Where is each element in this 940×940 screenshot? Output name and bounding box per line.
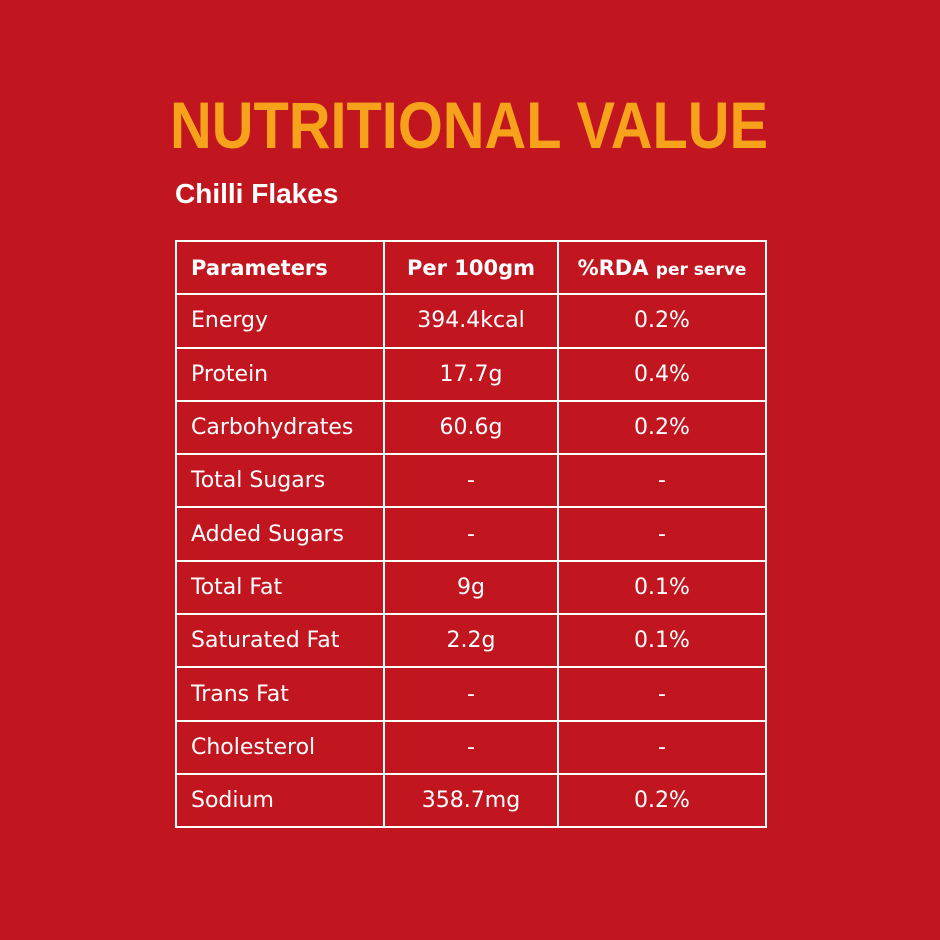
table-cell: 0.2% <box>557 399 767 456</box>
header-cell: %RDA per serve <box>557 239 767 296</box>
table-row: Total Fat 9g 0.1% <box>175 559 767 616</box>
table-cell: Added Sugars <box>175 506 385 562</box>
table-cell: Saturated Fat <box>175 613 385 669</box>
header-note: per serve <box>655 259 747 280</box>
table-row: Cholesterol - - <box>175 719 767 775</box>
table-cell: 0.2% <box>557 772 767 829</box>
table-cell: - <box>557 666 767 722</box>
table-row: Sodium 358.7mg 0.2% <box>175 772 767 829</box>
table-cell: 0.1% <box>557 613 767 669</box>
subtitle: Chilli Flakes <box>175 178 339 209</box>
table-row: Trans Fat - - <box>175 666 767 722</box>
table-cell: - <box>557 719 767 775</box>
table-row: Total Sugars - - <box>175 453 767 509</box>
table-cell: Cholesterol <box>175 719 385 775</box>
table-row: Carbohydrates 60.6g 0.2% <box>175 399 767 456</box>
table-row: Energy 394.4kcal 0.2% <box>175 293 767 349</box>
table-cell: - <box>383 506 559 562</box>
table-cell: - <box>383 453 559 509</box>
nutrition-table: Parameters Per 100gm %RDA per serve Energy 3… <box>175 239 767 829</box>
table-cell: - <box>383 666 559 722</box>
table-cell: Sodium <box>175 772 385 829</box>
table-cell: 60.6g <box>383 399 559 456</box>
table-cell: Total Sugars <box>175 453 385 509</box>
table-row: Protein 17.7g 0.4% <box>175 346 767 402</box>
table-cell: 0.1% <box>557 559 767 616</box>
table-cell: 0.2% <box>557 293 767 349</box>
table-cell: Energy <box>175 293 385 349</box>
table-cell: Carbohydrates <box>175 399 385 456</box>
table-cell: - <box>557 506 767 562</box>
table-cell: 0.4% <box>557 346 767 402</box>
header-row: Parameters Per 100gm %RDA per serve <box>175 239 767 296</box>
header-main: %RDA <box>577 255 649 280</box>
table-cell: 17.7g <box>383 346 559 402</box>
table-cell: Protein <box>175 346 385 402</box>
table-cell: 9g <box>383 559 559 616</box>
header-cell: Per 100gm <box>383 239 559 296</box>
table-cell: 2.2g <box>383 613 559 669</box>
table-row: Saturated Fat 2.2g 0.1% <box>175 613 767 669</box>
table-cell: 394.4kcal <box>383 293 559 349</box>
title-box: NUTRITIONAL VALUE <box>170 88 768 162</box>
table-cell: - <box>383 719 559 775</box>
table-cell: Total Fat <box>175 559 385 616</box>
table-cell: Trans Fat <box>175 666 385 722</box>
title: NUTRITIONAL VALUE <box>170 88 768 162</box>
header-cell: Parameters <box>175 239 385 296</box>
table-cell: 358.7mg <box>383 772 559 829</box>
table-row: Added Sugars - - <box>175 506 767 562</box>
table-cell: - <box>557 453 767 509</box>
